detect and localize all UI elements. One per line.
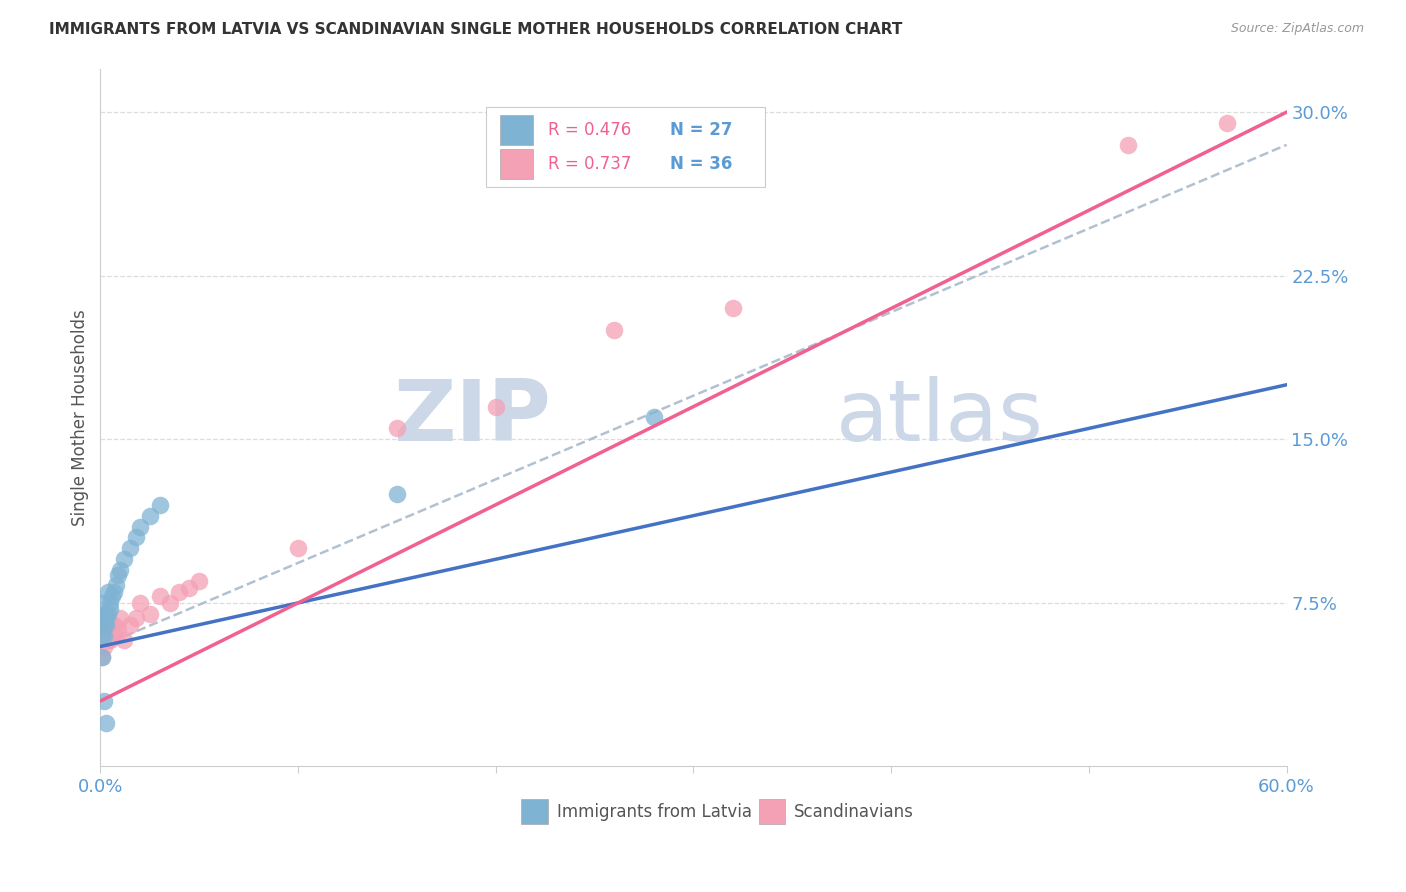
Point xyxy=(107,567,129,582)
Point xyxy=(101,629,124,643)
Point xyxy=(128,519,150,533)
Point xyxy=(93,607,115,621)
Point xyxy=(159,596,181,610)
Point xyxy=(112,632,135,647)
Point xyxy=(93,629,115,643)
FancyBboxPatch shape xyxy=(501,115,533,145)
Point xyxy=(96,617,118,632)
Point xyxy=(643,410,665,425)
Point xyxy=(91,617,114,632)
Text: IMMIGRANTS FROM LATVIA VS SCANDINAVIAN SINGLE MOTHER HOUSEHOLDS CORRELATION CHAR: IMMIGRANTS FROM LATVIA VS SCANDINAVIAN S… xyxy=(49,22,903,37)
FancyBboxPatch shape xyxy=(759,799,785,824)
Text: Source: ZipAtlas.com: Source: ZipAtlas.com xyxy=(1230,22,1364,36)
Point xyxy=(1118,137,1140,152)
Point xyxy=(98,602,121,616)
Point xyxy=(91,629,114,643)
Text: Scandinavians: Scandinavians xyxy=(794,803,914,821)
Point xyxy=(125,531,148,545)
Point xyxy=(385,421,408,435)
Point xyxy=(98,632,121,647)
Point xyxy=(721,301,744,316)
Text: ZIP: ZIP xyxy=(394,376,551,459)
Point xyxy=(125,611,148,625)
Text: R = 0.476: R = 0.476 xyxy=(547,121,631,139)
Text: R = 0.737: R = 0.737 xyxy=(547,155,631,173)
Point xyxy=(179,581,201,595)
Text: Immigrants from Latvia: Immigrants from Latvia xyxy=(557,803,752,821)
Point xyxy=(97,624,120,639)
FancyBboxPatch shape xyxy=(486,107,765,187)
Point xyxy=(105,629,128,643)
Point xyxy=(96,611,118,625)
Point xyxy=(101,617,124,632)
Point xyxy=(118,617,141,632)
Point xyxy=(128,596,150,610)
Point xyxy=(107,622,129,636)
Point xyxy=(385,487,408,501)
Point xyxy=(91,650,114,665)
Point xyxy=(103,585,125,599)
FancyBboxPatch shape xyxy=(501,150,533,178)
Point xyxy=(98,596,121,610)
Point xyxy=(98,622,121,636)
Point xyxy=(93,617,115,632)
Point xyxy=(93,629,115,643)
Point xyxy=(93,640,115,654)
Point xyxy=(118,541,141,556)
Point xyxy=(105,578,128,592)
Point xyxy=(287,541,309,556)
Point xyxy=(91,650,114,665)
Point xyxy=(188,574,211,588)
Point xyxy=(1216,116,1239,130)
Point xyxy=(603,323,626,337)
Point xyxy=(485,400,508,414)
Point xyxy=(149,498,172,512)
Text: N = 27: N = 27 xyxy=(669,121,733,139)
Point xyxy=(139,607,162,621)
Point xyxy=(91,596,114,610)
Point xyxy=(139,508,162,523)
Point xyxy=(108,563,131,577)
Point xyxy=(91,629,114,643)
Point xyxy=(93,617,115,632)
Point xyxy=(96,715,118,730)
Point xyxy=(169,585,191,599)
Point xyxy=(97,585,120,599)
Text: atlas: atlas xyxy=(835,376,1043,459)
Point xyxy=(149,590,172,604)
FancyBboxPatch shape xyxy=(522,799,547,824)
Point xyxy=(96,607,118,621)
Point xyxy=(112,552,135,566)
Point xyxy=(101,590,124,604)
Point xyxy=(93,694,115,708)
Point xyxy=(103,617,125,632)
Point xyxy=(96,617,118,632)
Point xyxy=(96,629,118,643)
Point xyxy=(97,632,120,647)
Y-axis label: Single Mother Households: Single Mother Households xyxy=(72,310,89,526)
Text: N = 36: N = 36 xyxy=(669,155,733,173)
Point xyxy=(97,607,120,621)
Point xyxy=(108,611,131,625)
